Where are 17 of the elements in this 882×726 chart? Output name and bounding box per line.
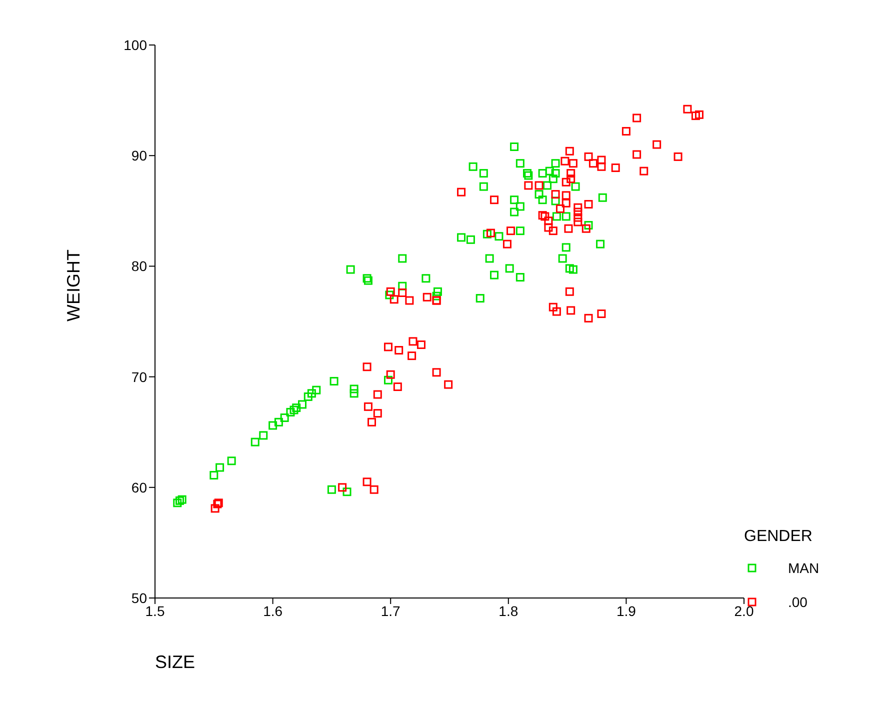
x-tick-label: 2.0 xyxy=(734,602,754,619)
y-tick-label: 90 xyxy=(131,148,148,164)
y-tick-label: 70 xyxy=(131,368,148,385)
y-tick-label: 100 xyxy=(124,36,148,53)
y-tick-label: 80 xyxy=(131,258,148,274)
x-tick-label: 1.5 xyxy=(145,602,165,619)
x-tick-label: 1.7 xyxy=(380,602,401,619)
y-tick-label: 50 xyxy=(131,590,148,606)
legend-label: .00 xyxy=(788,594,808,610)
y-tick-label: 60 xyxy=(131,479,148,496)
legend-title: GENDER xyxy=(744,528,814,546)
x-axis-title: SIZE xyxy=(155,652,196,672)
x-tick-label: 1.6 xyxy=(263,602,283,619)
y-axis-title: WEIGHT xyxy=(63,250,84,322)
legend-label: MAN xyxy=(788,560,820,576)
x-tick-label: 1.9 xyxy=(616,602,636,619)
x-tick-label: 1.8 xyxy=(498,602,518,619)
